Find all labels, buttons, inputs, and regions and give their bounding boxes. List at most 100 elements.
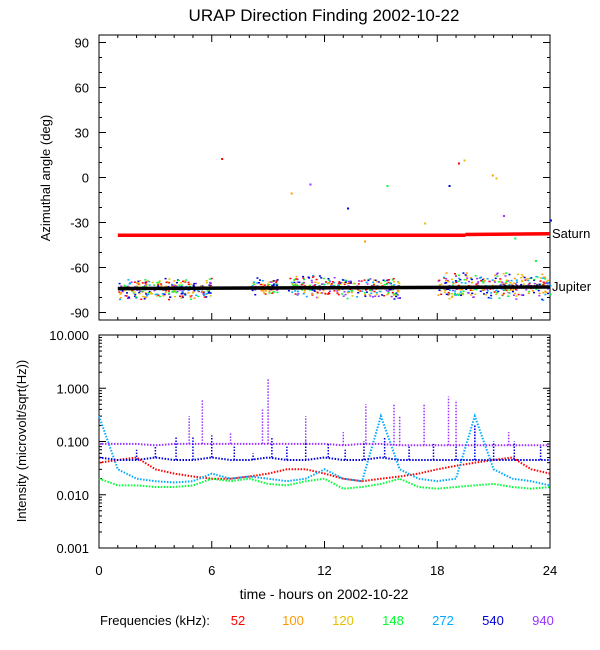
direction-point [520, 294, 523, 296]
direction-point [546, 281, 549, 284]
direction-point [173, 283, 176, 286]
direction-point [312, 285, 315, 287]
direction-point [462, 272, 465, 274]
direction-point [465, 275, 468, 277]
direction-point [454, 274, 457, 277]
direction-point [133, 291, 136, 293]
direction-point [445, 293, 448, 296]
direction-point [452, 282, 455, 285]
direction-point [509, 281, 512, 284]
direction-point [440, 283, 443, 286]
direction-point [367, 278, 370, 281]
direction-point [180, 297, 183, 299]
direction-point [256, 282, 259, 284]
direction-point [533, 279, 536, 282]
azimuth-axis-label: Azimuthal angle (deg) [38, 115, 53, 241]
direction-point [448, 297, 451, 300]
direction-point [267, 283, 270, 285]
direction-point [293, 285, 296, 287]
direction-point [388, 289, 391, 291]
direction-point [514, 288, 517, 291]
direction-point [173, 285, 176, 288]
direction-point [535, 288, 538, 290]
direction-point [153, 289, 156, 292]
direction-point [458, 274, 461, 276]
direction-point [505, 280, 508, 282]
direction-point [138, 292, 141, 295]
direction-point [339, 283, 342, 286]
direction-point [333, 276, 336, 279]
direction-point [263, 284, 266, 286]
direction-point [451, 295, 454, 298]
direction-point [526, 278, 529, 280]
direction-point [184, 294, 187, 296]
direction-point [360, 280, 363, 282]
direction-point [459, 291, 462, 293]
direction-point [378, 290, 381, 293]
direction-point [327, 293, 330, 295]
direction-point [302, 281, 305, 284]
direction-point [344, 281, 347, 283]
direction-point [462, 293, 465, 296]
direction-point [494, 277, 497, 280]
direction-point [206, 292, 209, 295]
azimuth-axis-ticks: 90 60 30 0 -30 -60 -90 [70, 35, 551, 321]
direction-point [393, 294, 396, 296]
direction-point [524, 279, 527, 281]
direction-point [501, 294, 504, 296]
direction-point [457, 284, 460, 287]
direction-point [357, 291, 360, 294]
direction-point [178, 284, 181, 286]
direction-point [497, 290, 500, 293]
direction-point [151, 281, 154, 284]
direction-point [465, 288, 468, 291]
direction-point [268, 281, 271, 283]
direction-point [294, 283, 297, 286]
direction-point [205, 279, 208, 282]
direction-point [509, 289, 512, 291]
direction-point [156, 295, 159, 297]
direction-point [488, 280, 491, 283]
direction-point [160, 284, 163, 287]
direction-point [184, 281, 187, 283]
time-tick-label: 18 [430, 563, 444, 578]
direction-point [136, 285, 139, 288]
direction-point [148, 290, 151, 293]
direction-point [291, 291, 294, 293]
direction-point [296, 284, 299, 287]
direction-point [465, 272, 468, 274]
direction-point [389, 282, 392, 285]
direction-point [168, 292, 171, 294]
direction-point [471, 292, 474, 295]
direction-point [308, 284, 311, 287]
direction-point [464, 282, 467, 284]
direction-point [350, 282, 353, 284]
direction-point [252, 282, 255, 285]
direction-point [120, 292, 123, 294]
direction-point [256, 277, 259, 279]
direction-point [361, 290, 364, 292]
direction-point [438, 279, 441, 282]
direction-point [536, 276, 539, 278]
direction-point [507, 280, 510, 282]
direction-point [316, 296, 319, 299]
direction-point [301, 282, 304, 285]
direction-point [502, 273, 505, 275]
direction-point [320, 277, 323, 279]
direction-point [131, 289, 134, 292]
direction-point [491, 284, 494, 287]
direction-point [181, 295, 184, 297]
direction-point [424, 222, 427, 225]
direction-point [533, 278, 536, 281]
direction-point [333, 284, 336, 287]
direction-point [547, 279, 550, 282]
direction-point [295, 285, 298, 287]
direction-point [514, 283, 517, 285]
direction-point [482, 279, 485, 282]
direction-point [343, 291, 346, 293]
direction-point [146, 295, 149, 297]
direction-point [508, 283, 511, 286]
direction-point [447, 293, 450, 296]
direction-point [364, 295, 367, 297]
direction-point [274, 283, 277, 286]
